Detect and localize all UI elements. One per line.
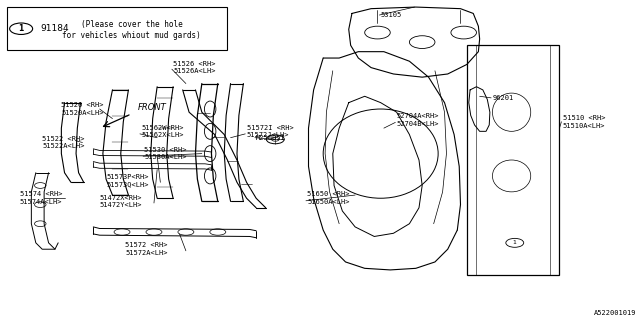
Ellipse shape — [114, 229, 130, 235]
Ellipse shape — [204, 123, 216, 139]
Ellipse shape — [204, 146, 216, 162]
Circle shape — [10, 23, 33, 35]
Ellipse shape — [210, 229, 226, 235]
Ellipse shape — [204, 101, 216, 117]
Text: 51522 <RH>
51522A<LH>: 51522 <RH> 51522A<LH> — [42, 136, 84, 149]
Text: 1: 1 — [513, 240, 516, 245]
Circle shape — [35, 221, 46, 227]
Text: (Please cover the hole
for vehicles whiout mud gards): (Please cover the hole for vehicles whio… — [62, 20, 201, 40]
Circle shape — [365, 26, 390, 39]
Text: 91184: 91184 — [40, 24, 69, 33]
Circle shape — [271, 137, 279, 141]
Ellipse shape — [204, 168, 216, 184]
Text: 51650 <RH>
51650A<LH>: 51650 <RH> 51650A<LH> — [307, 191, 349, 205]
Circle shape — [506, 238, 524, 247]
Text: FRONT: FRONT — [138, 103, 167, 112]
Text: 51562W<RH>
51562X<LH>: 51562W<RH> 51562X<LH> — [141, 124, 184, 138]
Text: 1: 1 — [19, 24, 24, 33]
Text: 51574 <RH>
51574A<LH>: 51574 <RH> 51574A<LH> — [20, 191, 62, 205]
Ellipse shape — [178, 229, 194, 235]
Circle shape — [35, 202, 46, 207]
Bar — [7, 7, 227, 50]
Circle shape — [410, 36, 435, 49]
Text: 51573P<RH>
51573Q<LH>: 51573P<RH> 51573Q<LH> — [106, 174, 148, 188]
Circle shape — [451, 26, 476, 39]
Circle shape — [35, 183, 46, 188]
Text: 51472X<RH>
51472Y<LH>: 51472X<RH> 51472Y<LH> — [100, 195, 142, 208]
Text: 51572I <RH>
51572J<LH>: 51572I <RH> 51572J<LH> — [246, 124, 293, 138]
Text: 51530 <RH>
51530A<LH>: 51530 <RH> 51530A<LH> — [145, 147, 187, 160]
Text: 51510 <RH>
51510A<LH>: 51510 <RH> 51510A<LH> — [563, 115, 605, 129]
Bar — [467, 45, 559, 275]
Circle shape — [266, 135, 284, 144]
Text: 52704A<RH>
52704B<LH>: 52704A<RH> 52704B<LH> — [397, 113, 439, 127]
Text: A522001019: A522001019 — [594, 310, 636, 316]
Text: 51520 <RH>
51520A<LH>: 51520 <RH> 51520A<LH> — [61, 102, 104, 116]
Text: 51526 <RH>
51526A<LH>: 51526 <RH> 51526A<LH> — [173, 61, 216, 74]
Text: 53105: 53105 — [381, 12, 402, 18]
Text: 96201: 96201 — [492, 95, 514, 101]
Text: M25005I: M25005I — [256, 135, 286, 141]
Text: 51572 <RH>
51572A<LH>: 51572 <RH> 51572A<LH> — [125, 243, 168, 256]
Ellipse shape — [146, 229, 162, 235]
